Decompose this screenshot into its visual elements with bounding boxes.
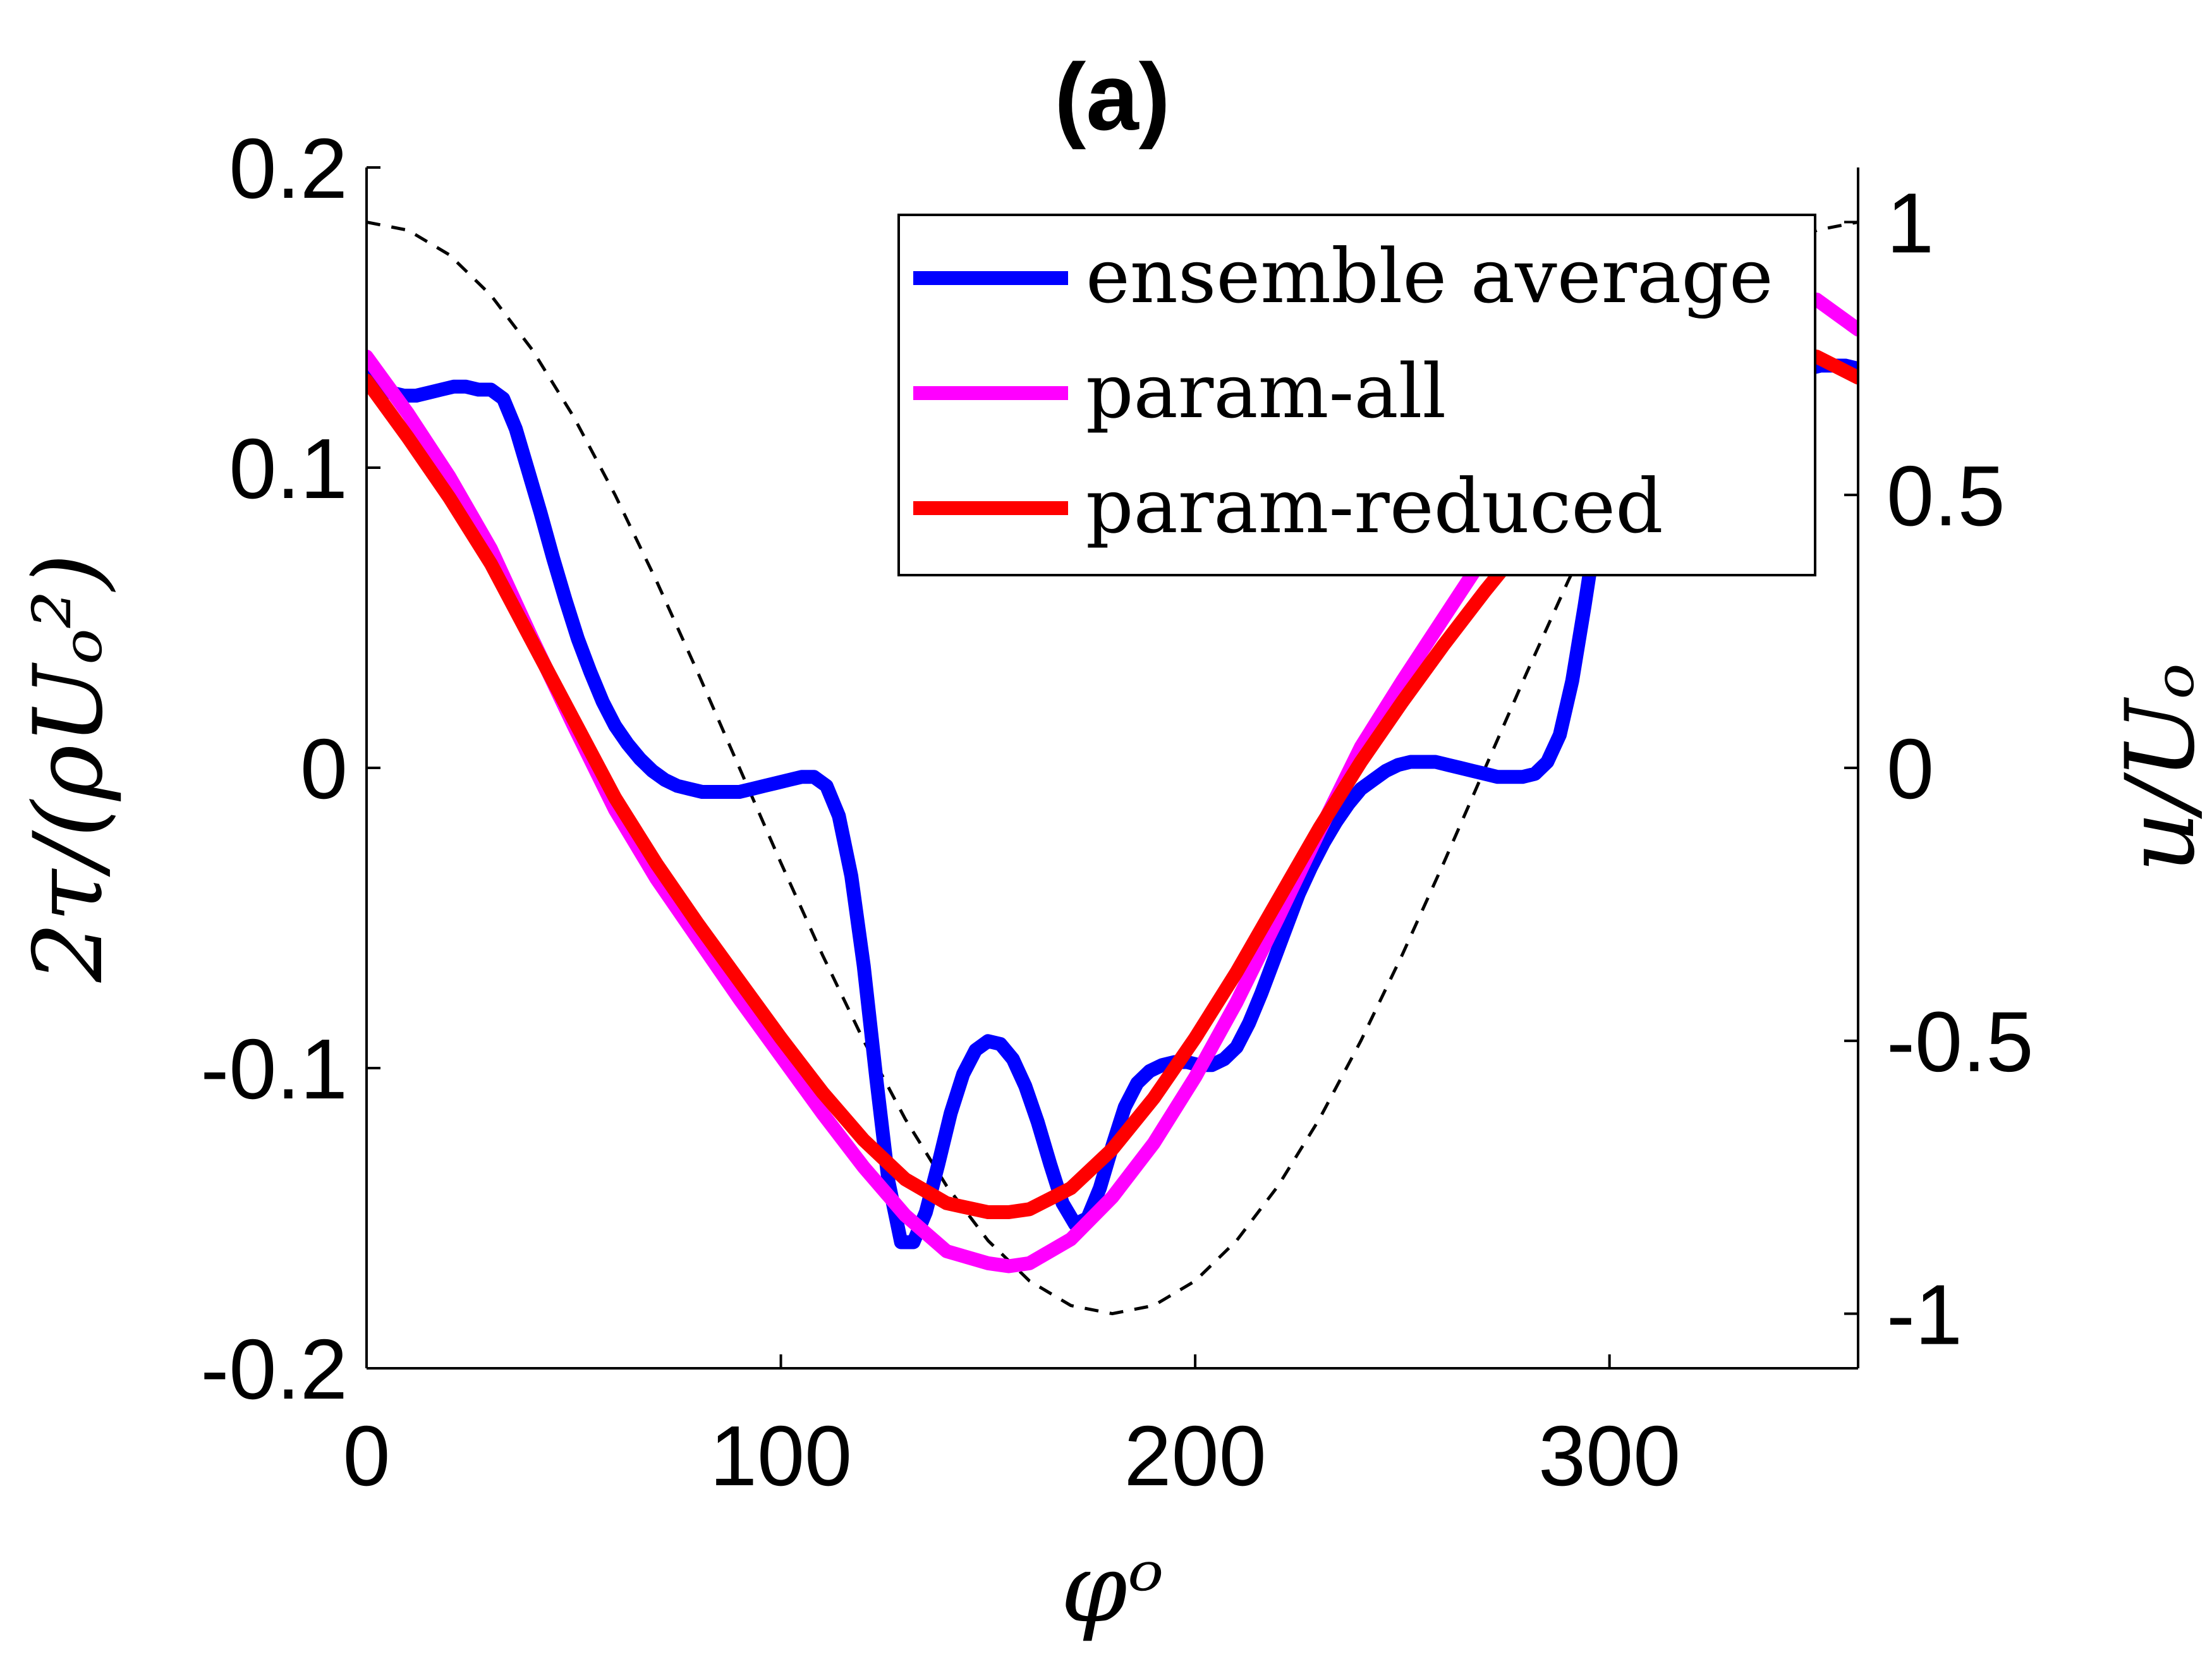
x-tick-label: 100 <box>710 1408 852 1504</box>
y-axis-label-left: 2τ/(ρUₒ²) <box>14 554 124 983</box>
y-tick-label-right: 0.5 <box>1887 448 2005 544</box>
x-axis-label: φᵒ <box>1061 1534 1164 1644</box>
y-tick-label-right: 1 <box>1887 175 1934 270</box>
legend-label: param-all <box>1086 348 1446 435</box>
y-tick-label-left: 0.2 <box>229 121 348 216</box>
x-tick-label: 300 <box>1538 1408 1680 1504</box>
y-axis-ticks-right: -1 -0.5 0 0.5 1 <box>1844 175 2034 1363</box>
y-tick-label-left: 0 <box>300 721 348 817</box>
y-axis-ticks-left: -0.2 -0.1 0 0.1 0.2 <box>200 121 380 1417</box>
y-tick-label-left: 0.1 <box>229 421 348 516</box>
x-tick-label: 200 <box>1124 1408 1266 1504</box>
x-tick-label: 0 <box>343 1408 390 1504</box>
y-tick-label-right: 0 <box>1887 721 1934 817</box>
x-axis-ticks: 0 100 200 300 <box>343 1354 1680 1504</box>
legend-label: ensemble average <box>1086 233 1773 320</box>
y-tick-label-right: -0.5 <box>1887 994 2034 1090</box>
legend: ensemble average param-all param-reduced <box>897 214 1816 576</box>
y-tick-label-right: -1 <box>1887 1267 1962 1363</box>
chart-title: (a) <box>1054 44 1170 150</box>
y-axis-label-right: u/Uₒ <box>2106 663 2212 872</box>
y-tick-label-left: -0.2 <box>200 1322 348 1417</box>
y-tick-label-left: -0.1 <box>200 1021 348 1117</box>
legend-label: param-reduced <box>1086 463 1663 550</box>
